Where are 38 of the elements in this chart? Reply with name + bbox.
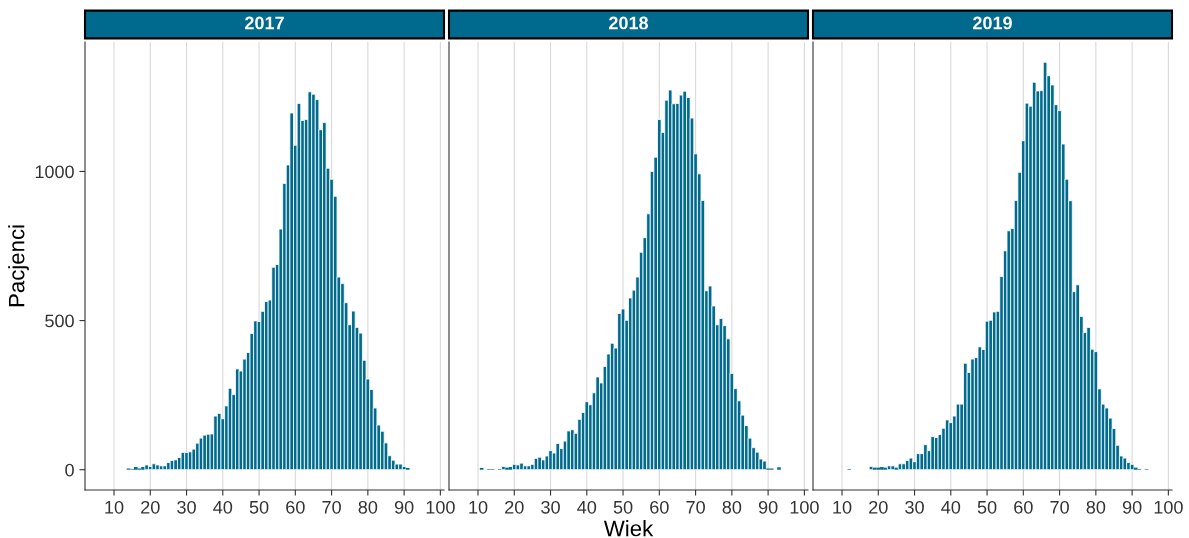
x-tick-label: 40 [213, 500, 233, 514]
x-tick-label: 40 [941, 500, 961, 514]
x-tick-label: 70 [1050, 500, 1069, 514]
x-tick-label: 10 [833, 500, 852, 514]
x-tick-label: 20 [505, 500, 524, 514]
x-tick-label: 80 [1086, 500, 1106, 514]
y-tick-label: 0 [65, 463, 74, 477]
x-tick-label: 90 [758, 500, 778, 514]
x-tick-label: 10 [469, 500, 488, 514]
x-tick-label: 30 [905, 500, 924, 514]
x-tick-label: 20 [141, 500, 160, 514]
x-tick-label: 100 [426, 500, 455, 514]
x-tick-label: 60 [286, 500, 305, 514]
y-axis-title: Pacjenci [8, 225, 29, 307]
x-tick-label: 100 [1154, 500, 1183, 514]
x-tick-label: 60 [1014, 500, 1033, 514]
x-tick-label: 80 [358, 500, 378, 514]
x-tick-label: 40 [577, 500, 597, 514]
x-tick-label: 50 [977, 500, 997, 514]
x-tick-label: 10 [105, 500, 124, 514]
x-axis-title: Wiek [603, 520, 654, 537]
x-tick-label: 30 [541, 500, 560, 514]
x-tick-label: 70 [686, 500, 705, 514]
chart-title: 2018 [609, 16, 649, 30]
x-tick-label: 60 [650, 500, 669, 514]
y-tick-label: 1000 [35, 165, 74, 179]
chart-title: 2019 [973, 16, 1012, 30]
x-tick-label: 80 [722, 500, 742, 514]
x-tick-label: 50 [613, 500, 633, 514]
x-tick-label: 70 [322, 500, 341, 514]
x-tick-label: 50 [249, 500, 269, 514]
chart-title: 2017 [245, 16, 284, 30]
x-tick-label: 90 [1122, 500, 1142, 514]
x-tick-label: 30 [177, 500, 196, 514]
x-tick-label: 100 [790, 500, 819, 514]
x-tick-label: 20 [869, 500, 888, 514]
y-tick-label: 500 [45, 314, 74, 328]
x-tick-label: 90 [394, 500, 414, 514]
